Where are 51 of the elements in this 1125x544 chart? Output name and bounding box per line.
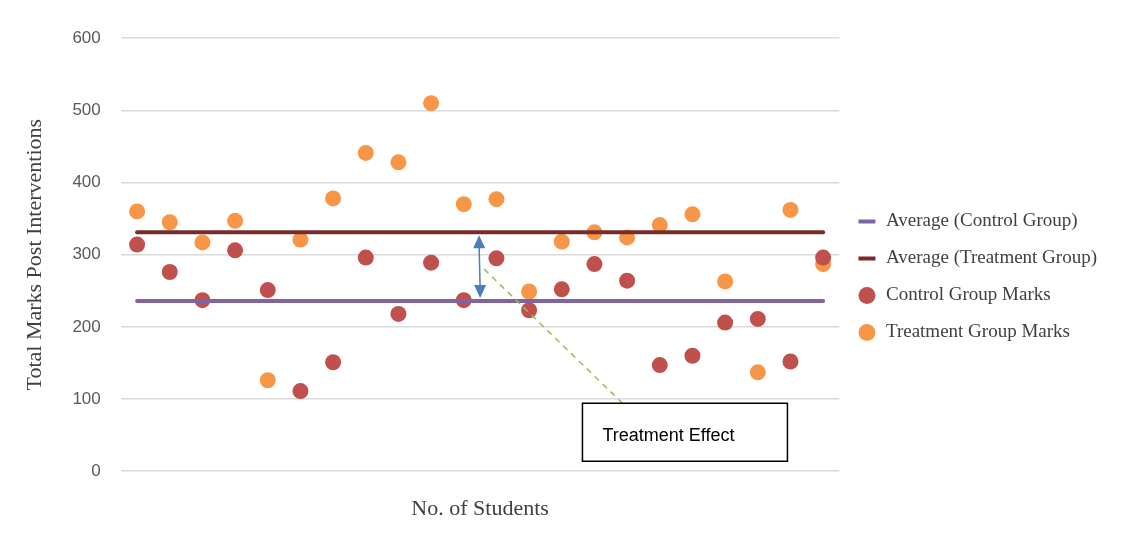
x-axis-title: No. of Students [411, 494, 549, 520]
point [455, 196, 472, 213]
y-axis-title: Total Marks Post Interventions [20, 118, 46, 391]
legend-label: Average (Treatment Group) [885, 246, 1098, 269]
y-tick-label: 100 [72, 388, 101, 408]
point [488, 250, 505, 267]
legend-label: Treatment Group Marks [885, 320, 1070, 342]
point [717, 273, 734, 290]
point [292, 383, 309, 400]
point [782, 353, 799, 370]
point [749, 310, 766, 327]
point [553, 281, 570, 298]
point [161, 214, 178, 231]
point [325, 354, 342, 371]
y-tick-label: 0 [91, 460, 101, 480]
point [227, 212, 244, 229]
point [423, 95, 440, 112]
point [684, 206, 701, 223]
point [227, 242, 244, 259]
y-tick-label: 300 [72, 244, 101, 264]
point [390, 305, 407, 322]
point [782, 201, 799, 218]
point [259, 282, 276, 299]
point [619, 272, 636, 289]
y-tick-label: 500 [72, 100, 101, 120]
point [749, 364, 766, 381]
point [488, 191, 505, 208]
legend-label: Average (Control Group) [885, 209, 1078, 232]
legend-label: Control Group Marks [885, 283, 1051, 305]
point [651, 357, 668, 374]
point [259, 372, 276, 389]
point [423, 254, 440, 271]
point [194, 234, 211, 251]
point [357, 249, 374, 266]
point [161, 264, 178, 281]
point [586, 256, 603, 273]
y-tick-label: 400 [72, 172, 101, 192]
point [390, 154, 407, 171]
point [553, 233, 570, 250]
point [684, 347, 701, 364]
point [717, 314, 734, 331]
point [129, 203, 146, 220]
point [521, 283, 538, 300]
point [521, 302, 538, 319]
annotation: Treatment Effect [602, 425, 735, 446]
point [325, 190, 342, 207]
y-tick-label: 600 [72, 27, 101, 47]
point [129, 236, 146, 253]
point [815, 249, 832, 266]
y-tick-label: 200 [72, 316, 101, 336]
point [357, 144, 374, 161]
